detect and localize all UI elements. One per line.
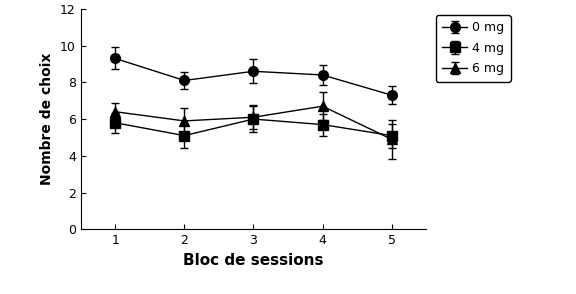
Legend: 0 mg, 4 mg, 6 mg: 0 mg, 4 mg, 6 mg (436, 15, 510, 81)
X-axis label: Bloc de sessions: Bloc de sessions (183, 253, 324, 268)
Y-axis label: Nombre de choix: Nombre de choix (40, 53, 54, 185)
